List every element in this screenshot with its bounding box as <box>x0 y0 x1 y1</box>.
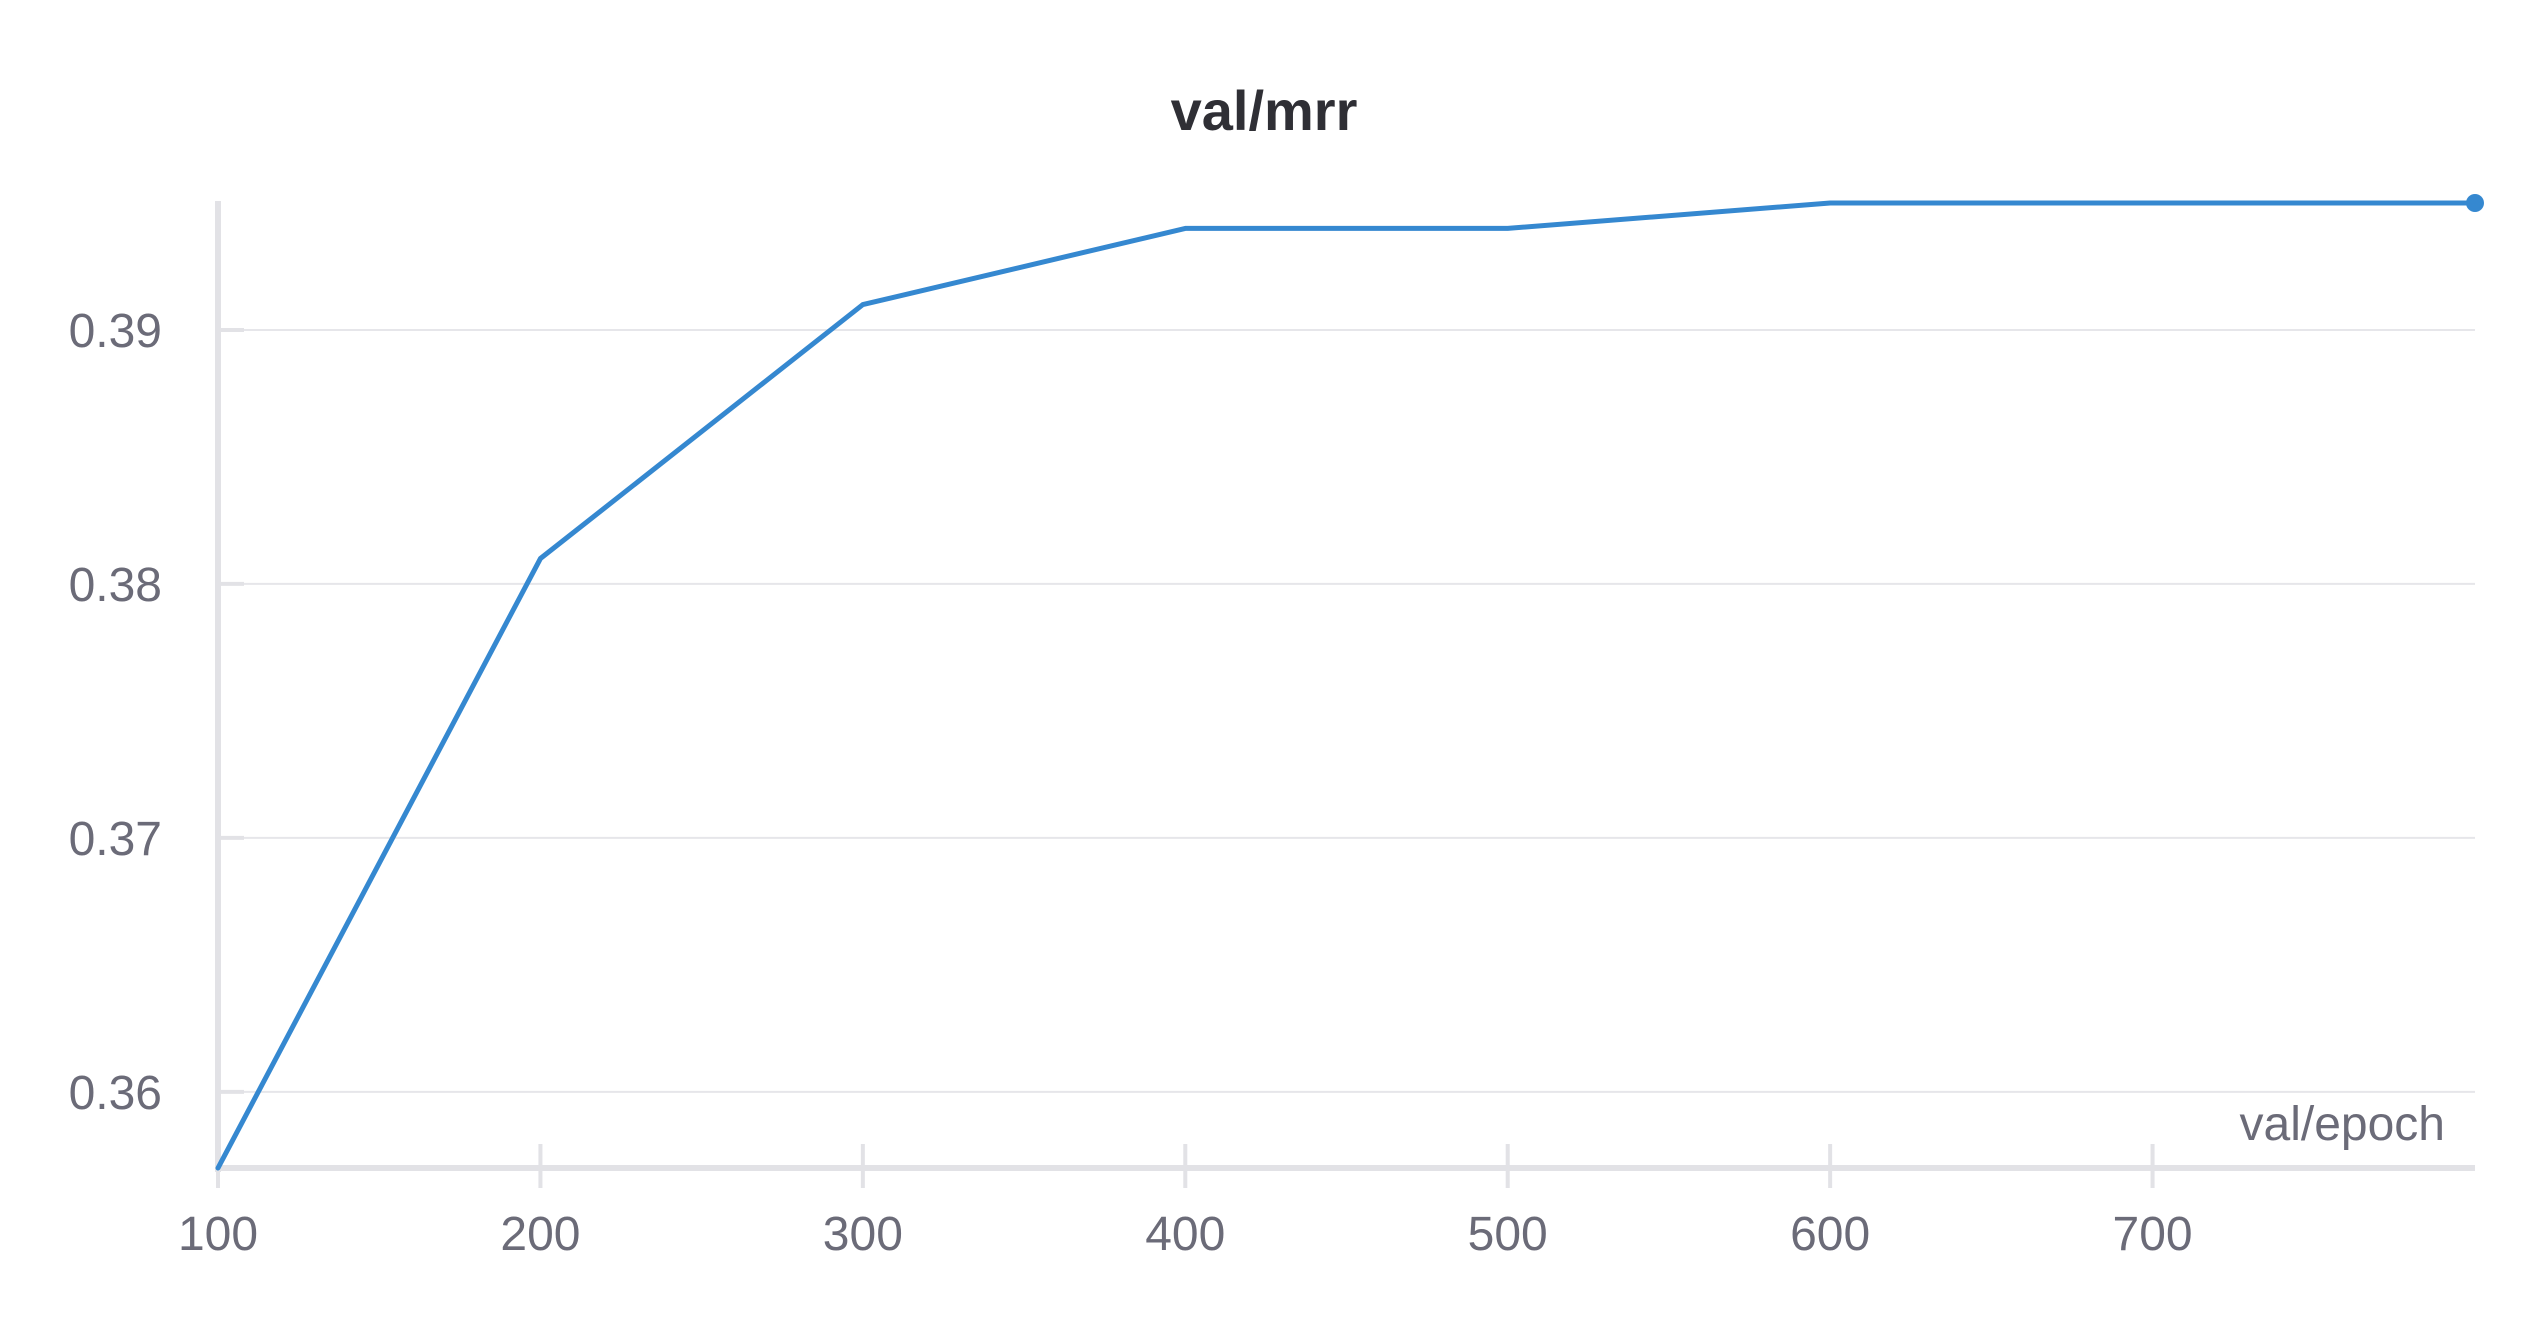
chart-title: val/mrr <box>1171 79 1358 142</box>
y-tick-label: 0.39 <box>69 305 162 358</box>
x-axis-label: val/epoch <box>2240 1098 2445 1151</box>
series-lines <box>218 194 2484 1168</box>
x-tick-label: 600 <box>1790 1208 1870 1261</box>
x-axis-ticks: 100 200 300 400 500 600 700 <box>178 1144 2193 1261</box>
y-tick-label: 0.38 <box>69 559 162 612</box>
x-tick-label: 700 <box>2113 1208 2193 1261</box>
grid-lines <box>218 330 2475 1092</box>
series-line <box>218 203 2475 1168</box>
x-tick-label: 300 <box>823 1208 903 1261</box>
x-tick-label: 500 <box>1468 1208 1548 1261</box>
series-endpoint-marker <box>2466 194 2484 212</box>
y-tick-label: 0.37 <box>69 813 162 866</box>
x-tick-label: 200 <box>500 1208 580 1261</box>
x-tick-label: 400 <box>1145 1208 1225 1261</box>
y-tick-label: 0.36 <box>69 1067 162 1120</box>
x-tick-label: 100 <box>178 1208 258 1261</box>
axes <box>218 201 2475 1172</box>
